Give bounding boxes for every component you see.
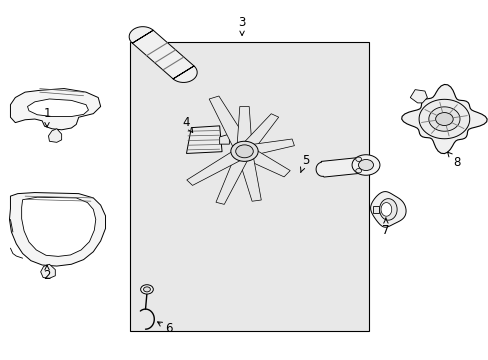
- Text: 5: 5: [300, 154, 308, 172]
- Text: 8: 8: [447, 152, 459, 168]
- Bar: [130, 42, 368, 330]
- Text: 1: 1: [43, 107, 51, 127]
- Polygon shape: [216, 149, 251, 204]
- Circle shape: [143, 287, 150, 292]
- Text: 6: 6: [157, 322, 172, 335]
- Polygon shape: [418, 99, 469, 139]
- Polygon shape: [401, 85, 486, 154]
- Polygon shape: [315, 157, 377, 177]
- Polygon shape: [238, 114, 278, 154]
- Polygon shape: [242, 139, 294, 157]
- Polygon shape: [428, 107, 459, 131]
- Circle shape: [355, 157, 361, 161]
- Polygon shape: [41, 264, 55, 278]
- Polygon shape: [219, 134, 229, 144]
- Polygon shape: [209, 96, 252, 154]
- Circle shape: [435, 113, 452, 126]
- Polygon shape: [21, 197, 96, 256]
- Polygon shape: [409, 90, 427, 103]
- Polygon shape: [27, 99, 88, 117]
- Circle shape: [141, 285, 153, 294]
- Polygon shape: [239, 146, 290, 177]
- Polygon shape: [236, 150, 261, 201]
- Polygon shape: [370, 192, 405, 227]
- Polygon shape: [379, 199, 396, 220]
- Text: 3: 3: [238, 16, 245, 36]
- Polygon shape: [186, 126, 222, 153]
- Polygon shape: [10, 89, 101, 130]
- Polygon shape: [129, 27, 197, 82]
- Polygon shape: [380, 203, 391, 216]
- Circle shape: [230, 141, 258, 161]
- Polygon shape: [186, 147, 249, 185]
- Text: 2: 2: [43, 265, 51, 282]
- Text: 4: 4: [182, 116, 192, 132]
- Circle shape: [235, 145, 253, 158]
- Polygon shape: [372, 206, 378, 213]
- Polygon shape: [48, 129, 61, 142]
- Circle shape: [358, 159, 373, 171]
- Polygon shape: [236, 107, 252, 151]
- Text: 7: 7: [382, 218, 389, 237]
- Circle shape: [351, 155, 379, 175]
- Polygon shape: [9, 193, 105, 266]
- Circle shape: [355, 168, 361, 173]
